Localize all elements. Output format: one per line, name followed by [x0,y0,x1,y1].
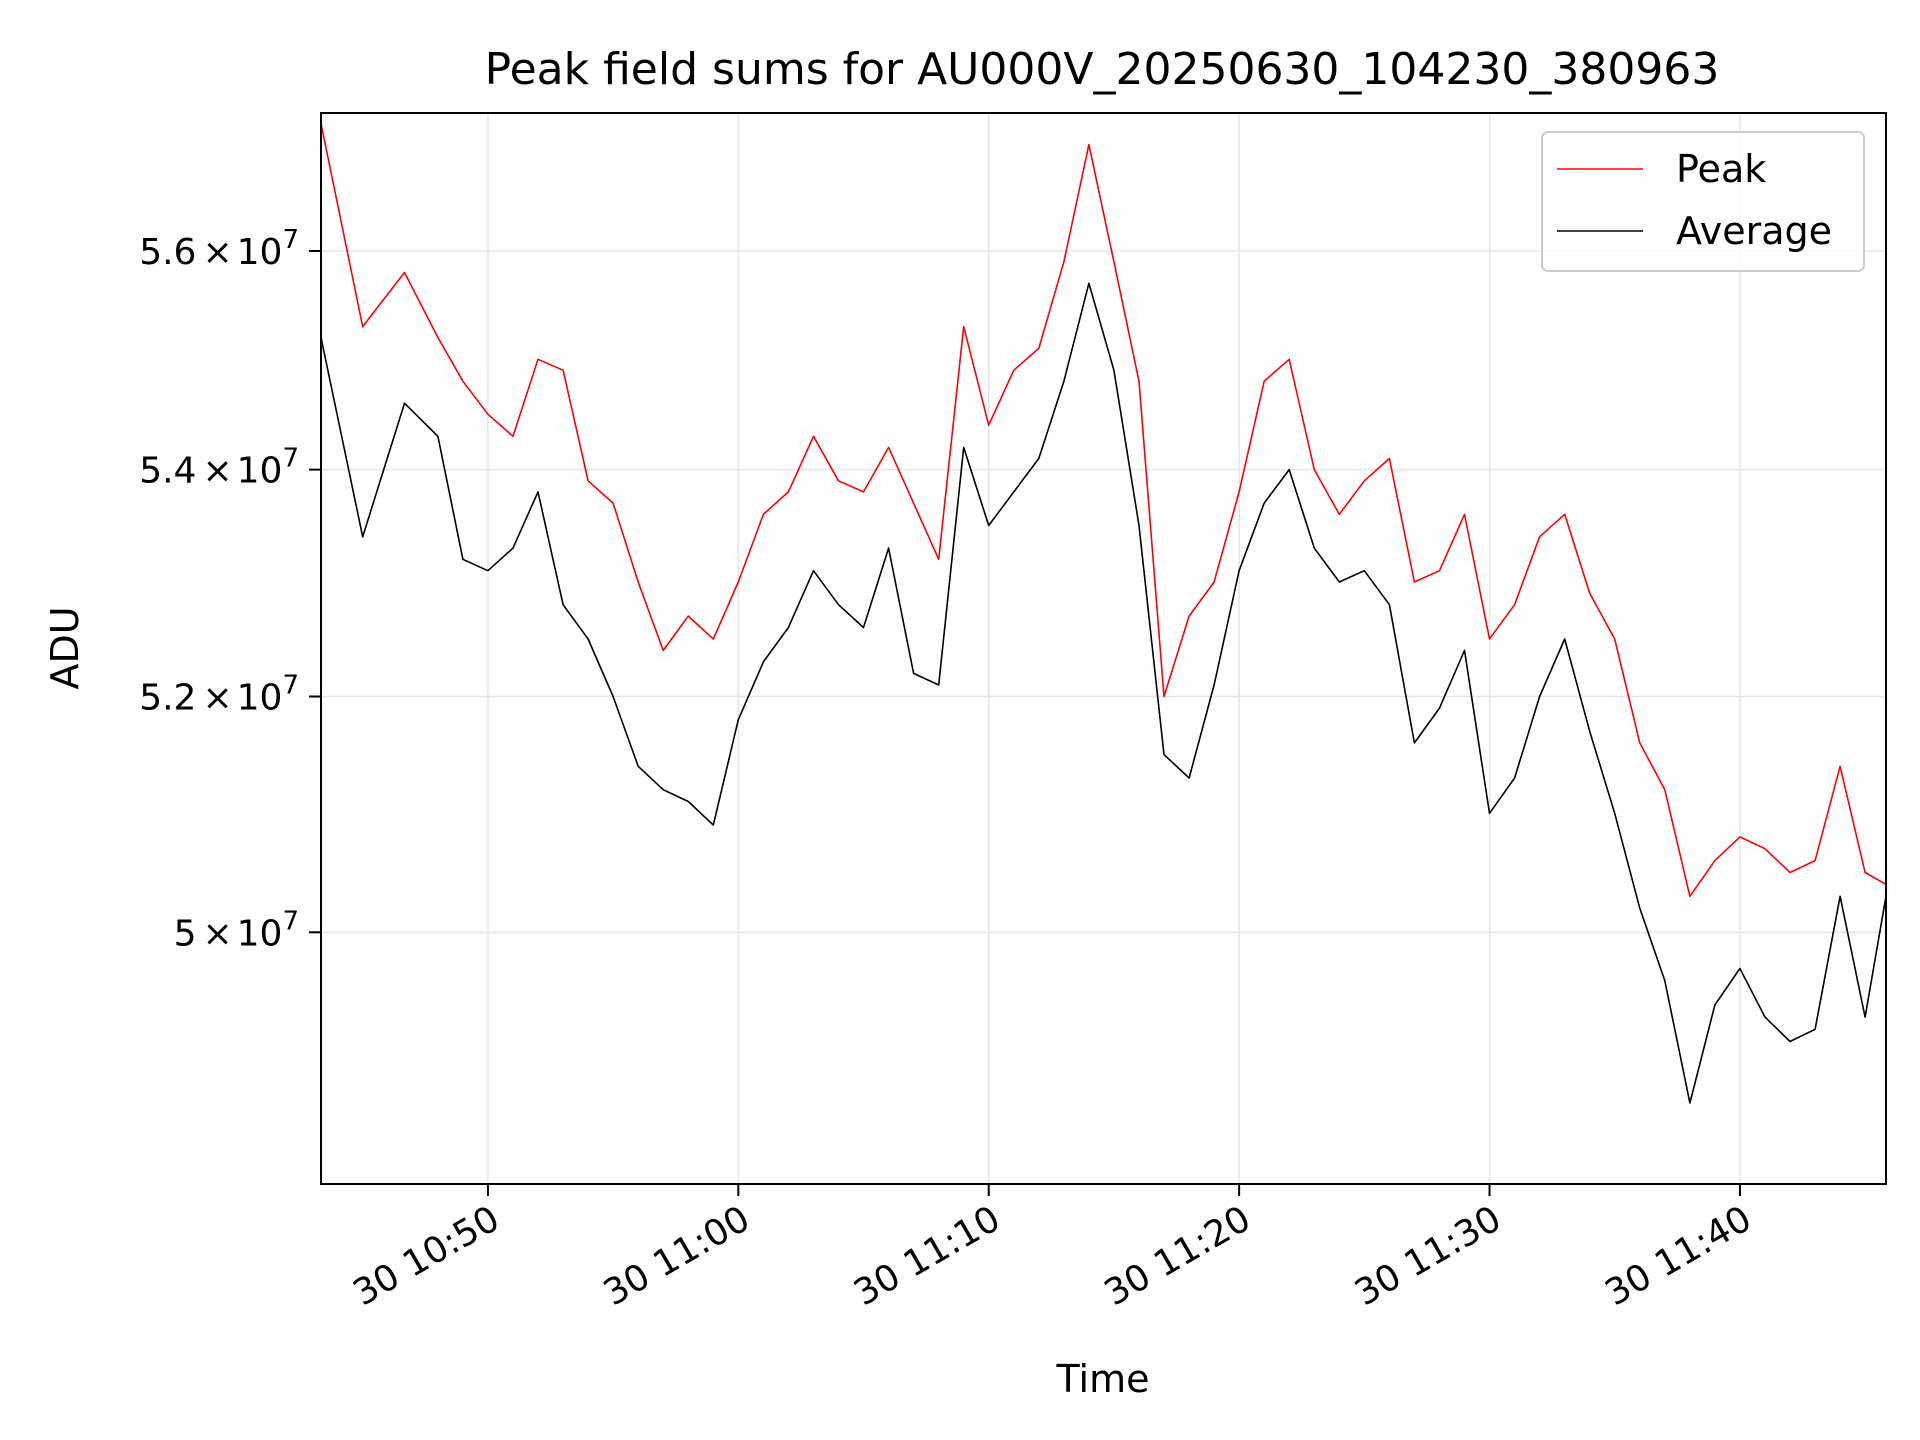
y-tick-times: × [202,232,232,273]
series-line-average [321,282,1886,1104]
y-axis-label: ADU [43,606,87,689]
y-tick-times: × [202,913,232,954]
y-tick-exponent: 7 [282,444,299,474]
y-tick-mantissa: 5 [174,913,197,954]
plot-frame [320,112,1887,1185]
legend-label-peak: Peak [1676,147,1766,191]
legend-label-average: Average [1676,209,1832,253]
series-line-peak [321,123,1886,898]
y-tick-exponent: 7 [282,225,299,255]
y-tick-times: × [202,451,232,492]
y-tick-base: 10 [237,678,283,719]
y-tick-times: × [202,678,232,719]
y-tick-base: 10 [237,232,283,273]
y-tick-base: 10 [237,913,283,954]
y-tick-label: 5.4 × 107 [139,444,299,492]
y-tick-mantissa: 5.6 [139,232,196,273]
y-tick-mantissa: 5.4 [139,451,196,492]
y-tick-label: 5 × 107 [174,906,299,954]
x-axis-label: Time [1056,1357,1150,1401]
y-tick-base: 10 [237,451,283,492]
y-tick-mantissa: 5.2 [139,678,196,719]
legend-box [1541,131,1865,272]
y-tick-exponent: 7 [282,671,299,701]
y-tick-label: 5.2 × 107 [139,671,299,719]
y-tick-exponent: 7 [282,906,299,936]
chart-title: Peak field sums for AU000V_20250630_1042… [485,44,1720,95]
legend: Peak Average [1541,131,1865,272]
y-tick-label: 5.6 × 107 [139,225,299,273]
series-layer [321,123,1886,1104]
